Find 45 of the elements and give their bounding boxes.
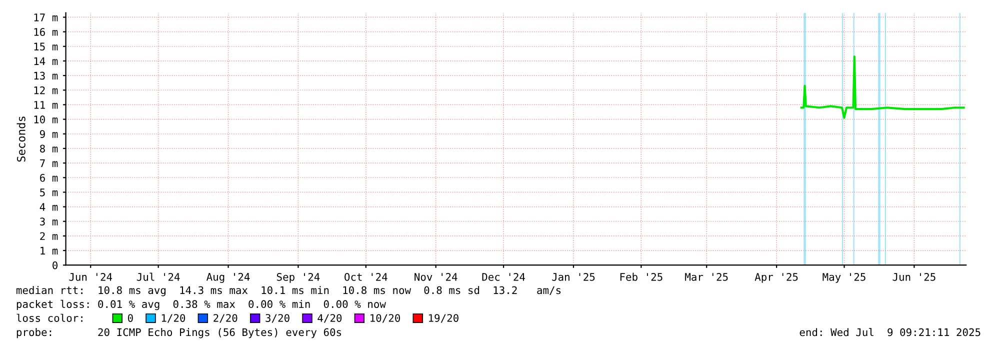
y-tick-label: 17 m xyxy=(34,14,58,22)
y-tick-label: 0 xyxy=(52,261,58,270)
y-tick-label: 10 m xyxy=(34,116,58,124)
y-tick-label: 8 m xyxy=(40,144,58,153)
text: end: Wed Jul 9 09:21:11 2025 xyxy=(800,328,980,336)
legend-label: 3/20 xyxy=(266,314,290,323)
x-tick-label: Jun '24 xyxy=(69,272,112,281)
legend-label: 1/20 xyxy=(162,314,186,323)
x-tick-label: Mar '25 xyxy=(685,272,728,281)
legend-label: 19/20 xyxy=(429,314,458,323)
y-tick-label: 13 m xyxy=(34,72,58,80)
x-tick-label: Jun '25 xyxy=(892,272,936,281)
x-tick-label: Jul '24 xyxy=(136,272,180,281)
x-tick-label: Feb '25 xyxy=(620,272,662,281)
y-tick-label: 1 m xyxy=(40,246,58,255)
x-tick-label: Nov '24 xyxy=(414,272,458,281)
x-tick-label: May '25 xyxy=(822,272,866,283)
y-tick-label: 15 m xyxy=(34,42,58,51)
x-tick-label: Dec '24 xyxy=(482,272,525,281)
y-tick-label: 6 m xyxy=(40,174,58,182)
legend-label: 4/20 xyxy=(318,314,342,323)
y-tick-label: 9 m xyxy=(40,130,58,138)
x-tick-label: Oct '24 xyxy=(344,272,388,281)
y-tick-label: 14 m xyxy=(34,57,58,65)
legend-title: loss color: xyxy=(16,314,82,322)
y-tick-label: 3 m xyxy=(40,218,58,226)
y-tick-label: 7 m xyxy=(40,159,58,168)
y-tick-label: 16 m xyxy=(34,28,58,36)
legend-label: 0 xyxy=(128,314,133,322)
text: median rtt: 10.8 ms avg 14.3 ms max 10.1 ms min 10.8 ms now 0.8 ms sd 13.2 am/s xyxy=(16,286,561,296)
line-series xyxy=(800,56,965,119)
text: packet loss: 0.01 % avg 0.38 % max 0.00 % min 0.00 % now xyxy=(16,300,386,310)
y-tick-label: 5 m xyxy=(40,188,58,196)
y-tick-label: 11 m xyxy=(34,101,58,109)
x-tick-label: Aug '24 xyxy=(206,272,250,283)
x-tick-label: Jan '25 xyxy=(552,272,595,281)
legend-label: 10/20 xyxy=(370,314,400,323)
text: probe: 20 ICMP Echo Pings (56 Bytes) every 60s xyxy=(16,328,342,338)
y-axis-title: Seconds xyxy=(16,116,26,162)
y-tick-label: 2 m xyxy=(40,232,58,240)
y-tick-label: 12 m xyxy=(34,86,58,94)
y-tick-label: 4 m xyxy=(40,203,58,211)
x-tick-label: Apr '25 xyxy=(754,272,798,283)
legend-label: 2/20 xyxy=(214,314,238,323)
x-tick-label: Sep '24 xyxy=(276,272,320,283)
